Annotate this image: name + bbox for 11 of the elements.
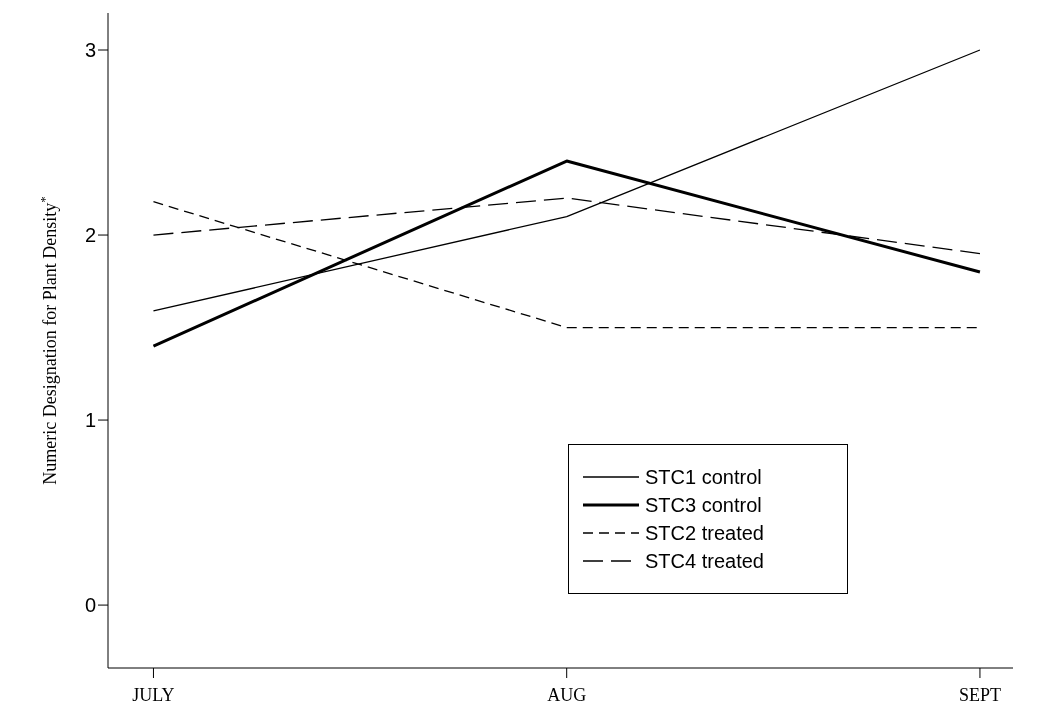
y-tick-label: 3 bbox=[84, 39, 96, 62]
legend-label: STC4 treated bbox=[645, 549, 764, 573]
y-tick-label: 1 bbox=[84, 409, 96, 432]
legend-label: STC3 control bbox=[645, 493, 762, 517]
x-tick-label: SEPT bbox=[958, 684, 1001, 705]
x-tick-label: AUG bbox=[547, 684, 587, 705]
legend-label: STC1 control bbox=[645, 465, 762, 489]
y-tick-label: 0 bbox=[84, 594, 96, 617]
y-tick-label: 2 bbox=[84, 224, 96, 247]
legend-label: STC2 treated bbox=[645, 521, 764, 545]
x-tick-label: JULY bbox=[132, 684, 175, 705]
